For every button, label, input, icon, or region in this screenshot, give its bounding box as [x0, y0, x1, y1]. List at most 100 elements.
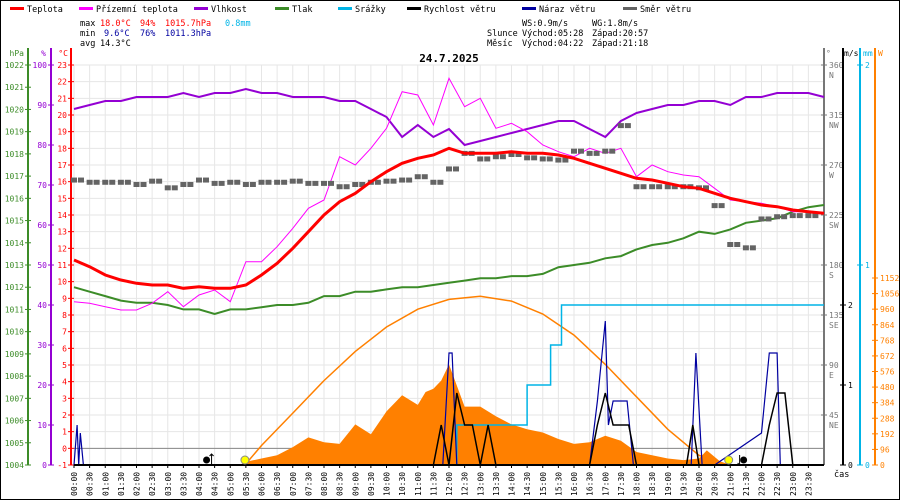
legend-label: Tlak: [292, 5, 312, 15]
direction-axis-tick-label: 360: [829, 61, 844, 70]
wind-direction-point: [249, 182, 256, 187]
wind-direction-point: [164, 185, 171, 191]
humidity-axis-tick-label: 0: [42, 461, 47, 470]
wind-direction-point: [171, 185, 178, 191]
x-tick-label: 07:30: [304, 472, 313, 496]
stats-max-rain: 0.8mm: [225, 19, 251, 29]
x-tick-label: 08:00: [320, 472, 329, 496]
x-tick-label: 03:30: [179, 472, 188, 496]
wind-direction-point: [312, 180, 319, 186]
temperature-axis-tick-label: 9: [62, 294, 67, 303]
rain-axis: 0 1 2 mm: [857, 48, 873, 470]
wind-direction-point: [109, 179, 116, 185]
temperature-axis-tick-label: 7: [62, 328, 67, 337]
x-tick-label: 15:00: [539, 472, 548, 496]
pressure-axis-tick-label: 1009: [5, 350, 24, 359]
legend-item: Rychlost větru: [407, 5, 496, 15]
temperature-axis-tick-label: 16: [57, 178, 67, 187]
solar-axis-unit: W: [878, 49, 883, 58]
series: [71, 77, 825, 466]
x-tick-label: 21:00: [726, 472, 735, 496]
x-tick-label: 11:30: [429, 472, 438, 496]
wind-direction-point: [140, 182, 147, 187]
legend-item: Směr větru: [623, 5, 691, 15]
stats-max-label: max: [80, 19, 95, 29]
wind-direction-point: [508, 152, 515, 157]
direction-axis-tick-sublabel: E: [829, 371, 834, 380]
wind-direction-point: [242, 182, 249, 187]
wind-direction-point: [321, 180, 327, 186]
wind-direction-point: [484, 156, 491, 162]
x-tick-label: 14:30: [523, 472, 532, 496]
wind-direction-point: [124, 179, 131, 185]
pressure-axis-tick-label: 1016: [5, 194, 24, 203]
pressure-axis-tick-label: 1011: [5, 305, 24, 314]
direction-axis-tick-sublabel: W: [829, 171, 834, 180]
wind-direction-point: [515, 152, 522, 157]
legend-swatch: [275, 7, 289, 10]
pressure-axis-tick-label: 1017: [5, 172, 24, 181]
direction-axis-tick-label: 225: [829, 211, 844, 220]
x-tick-label: 14:00: [508, 472, 517, 496]
pressure-axis-tick-label: 1020: [5, 105, 24, 114]
wind-direction-point: [86, 179, 93, 185]
legend-item: Náraz větru: [522, 5, 595, 15]
wind-direction-point: [390, 178, 397, 184]
wind-speed-line: [74, 392, 824, 466]
x-tick-label: 01:00: [101, 472, 110, 496]
axes: 1004100510061007100810091010101110121013…: [5, 48, 899, 470]
wind-direction-point: [446, 166, 452, 172]
wind-direction-point: [399, 177, 406, 183]
wind-direction-point: [727, 242, 734, 247]
direction-axis-tick-label: 180: [829, 261, 844, 270]
direction-axis-tick-sublabel: SW: [829, 221, 839, 230]
wind-direction-point: [499, 154, 506, 160]
wind-direction-point: [406, 177, 413, 183]
x-tick-label: 23:00: [789, 472, 798, 496]
temperature-axis-tick-label: 6: [62, 344, 67, 353]
x-tick-label: 12:00: [445, 472, 454, 496]
solar-axis-tick-label: 96: [880, 445, 890, 454]
legend-label: Přízemní teplota: [96, 5, 178, 15]
x-tick-label: 02:00: [133, 472, 142, 496]
wind-direction-point: [211, 180, 218, 186]
direction-axis-unit: °: [826, 49, 831, 58]
wind-direction-point: [758, 216, 765, 222]
wind-direction-point: [633, 184, 640, 190]
legend-item: Přízemní teplota: [79, 5, 178, 15]
humidity-axis-tick-label: 30: [37, 341, 47, 350]
wind-direction-point: [593, 150, 600, 156]
x-tick-label: 09:00: [351, 472, 360, 496]
legend-label: Směr větru: [640, 5, 691, 15]
wind-direction-point: [258, 179, 265, 185]
stats-max-press: 1015.7hPa: [165, 19, 211, 29]
wind-direction-point: [609, 148, 616, 154]
wind-direction-point: [571, 148, 577, 154]
x-tick-label: 22:30: [773, 472, 782, 496]
solar-area: [239, 364, 778, 465]
wind-direction-point: [562, 157, 569, 163]
x-tick-label: 06:00: [258, 472, 267, 496]
solar-axis-tick-label: 0: [880, 461, 885, 470]
rain-axis-tick-label: 2: [865, 61, 870, 70]
solar-axis-tick-label: 1056: [880, 290, 899, 299]
pressure-axis-tick-label: 1012: [5, 283, 24, 292]
humidity-axis-tick-label: 20: [37, 381, 47, 390]
direction-axis-tick-sublabel: S: [829, 271, 834, 280]
solar-axis-tick-label: 960: [880, 305, 895, 314]
x-tick-label: 20:30: [711, 472, 720, 496]
wind-direction-point: [796, 213, 803, 219]
wind-direction-point: [218, 180, 225, 186]
wind-direction-point: [265, 179, 272, 185]
x-tick-label: 11:00: [414, 472, 423, 496]
x-tick-label: 09:30: [367, 472, 376, 496]
wind-direction-point: [649, 184, 656, 190]
wind-direction-point: [546, 156, 553, 162]
legend-item: Srážky: [338, 5, 386, 15]
sunrise-time: Východ:05:28: [522, 29, 583, 39]
wind-direction-point: [742, 245, 749, 251]
wind-direction-point: [227, 179, 234, 185]
direction-axis-tick-label: 270: [829, 161, 844, 170]
temperature-axis-tick-label: 23: [57, 61, 67, 70]
